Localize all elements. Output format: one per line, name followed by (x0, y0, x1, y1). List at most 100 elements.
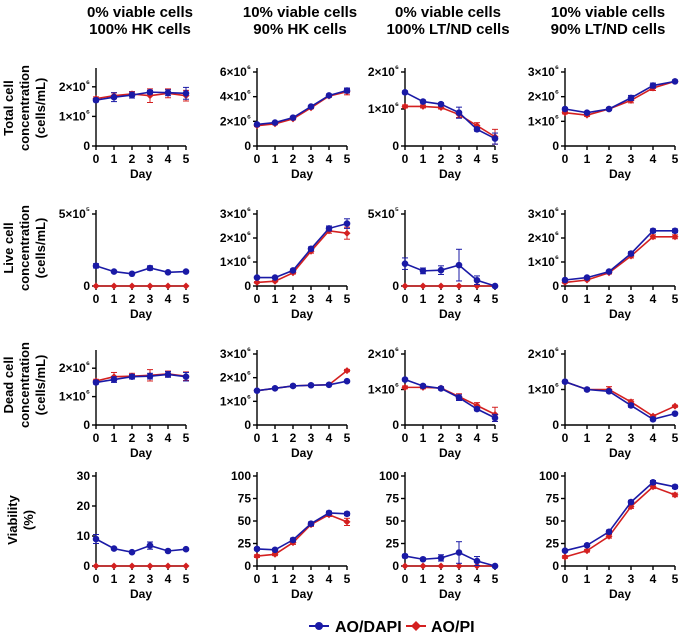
x-tick-label: 1 (420, 292, 427, 306)
x-tick-label: 5 (672, 572, 679, 586)
data-point (92, 96, 100, 104)
x-tick-label: 1 (272, 292, 279, 306)
data-point (92, 535, 100, 543)
series-ao-dapi (561, 227, 679, 284)
x-axis-label: Day (130, 167, 152, 181)
row-labels: Total cell concentration (cells/mL) Live… (1, 65, 48, 545)
data-point (128, 282, 136, 290)
legend-item: AO/DAPI (309, 619, 402, 636)
y-tick-label: 75 (546, 492, 560, 506)
row-label-line3: (cells/mL) (33, 355, 48, 416)
y-tick-label: 30 (77, 469, 91, 483)
x-axis-label: Day (439, 446, 461, 460)
y-tick-label: 6×10⁶ (220, 63, 251, 79)
x-axis-label: Day (291, 587, 313, 601)
y-tick-label: 4×10⁶ (220, 88, 251, 104)
x-tick-label: 3 (147, 152, 154, 166)
x-tick-label: 0 (402, 152, 409, 166)
data-point (182, 545, 190, 553)
series-line (256, 380, 348, 392)
data-point (671, 233, 679, 241)
data-point (343, 367, 351, 375)
data-point (627, 498, 635, 506)
y-tick-label: 1×10⁶ (59, 388, 90, 404)
series-line (404, 262, 496, 287)
x-tick-label: 3 (628, 572, 635, 586)
row-label-line2: (%) (21, 510, 36, 530)
row-label-line2: concentration (17, 342, 32, 428)
data-point (128, 562, 136, 570)
data-point (671, 491, 679, 499)
legend-label: AO/PI (431, 619, 475, 636)
data-point (92, 282, 100, 290)
y-tick-label: 25 (386, 537, 400, 551)
data-point (128, 270, 136, 278)
data-point (110, 562, 118, 570)
y-tick-label: 2×10⁶ (220, 369, 251, 385)
x-tick-label: 1 (420, 152, 427, 166)
data-point (253, 387, 261, 394)
x-tick-label: 4 (474, 572, 481, 586)
column-header-line2: 100% LT/ND cells (386, 21, 509, 38)
x-tick-label: 0 (254, 292, 261, 306)
x-tick-label: 4 (474, 152, 481, 166)
y-tick-label: 75 (386, 492, 400, 506)
y-tick-label: 0 (392, 559, 399, 573)
data-point (110, 376, 118, 383)
data-point (289, 382, 297, 390)
y-tick-label: 0 (244, 139, 251, 153)
x-tick-label: 3 (308, 572, 315, 586)
series-ao-pi (401, 282, 499, 290)
data-point (325, 225, 333, 232)
y-tick-label: 2×10⁶ (220, 229, 251, 245)
column-header-line1: 0% viable cells (87, 4, 193, 21)
data-point (491, 282, 499, 290)
data-point (401, 282, 409, 290)
data-point (437, 562, 445, 570)
data-point (627, 402, 635, 409)
x-tick-label: 4 (474, 292, 481, 306)
x-tick-label: 2 (129, 431, 136, 445)
data-point (110, 268, 118, 275)
data-point (343, 518, 351, 526)
series-ao-dapi (561, 78, 679, 116)
data-point (419, 102, 427, 110)
x-tick-label: 0 (254, 572, 261, 586)
x-axis-label: Day (291, 307, 313, 321)
x-tick-label: 2 (438, 431, 445, 445)
y-tick-label: 1×10⁶ (368, 100, 399, 116)
series-ao-dapi (253, 87, 351, 128)
data-point (343, 377, 351, 385)
data-point (491, 414, 499, 422)
data-point (455, 394, 463, 401)
legend-diamond-icon (411, 621, 421, 631)
data-point (343, 220, 351, 227)
x-tick-label: 0 (562, 572, 569, 586)
data-point (671, 402, 679, 410)
series-line (256, 90, 348, 127)
x-tick-label: 5 (672, 431, 679, 445)
x-tick-label: 1 (584, 572, 591, 586)
y-tick-label: 0 (552, 139, 559, 153)
series-line (564, 80, 676, 116)
column-headers: 0% viable cells 100% HK cells 10% viable… (87, 4, 665, 38)
x-tick-label: 4 (650, 572, 657, 586)
x-tick-label: 5 (344, 292, 351, 306)
data-point (583, 274, 591, 281)
x-tick-label: 2 (606, 152, 613, 166)
x-tick-label: 2 (438, 292, 445, 306)
x-tick-label: 2 (606, 292, 613, 306)
data-point (110, 545, 118, 552)
data-point (164, 562, 172, 570)
series-ao-dapi (253, 218, 351, 281)
x-tick-label: 1 (272, 152, 279, 166)
y-tick-label: 3×10⁶ (528, 205, 559, 221)
data-point (128, 373, 136, 381)
y-tick-label: 0 (392, 139, 399, 153)
data-point (419, 562, 427, 570)
y-tick-label: 1×10⁶ (368, 381, 399, 397)
x-tick-label: 5 (344, 152, 351, 166)
